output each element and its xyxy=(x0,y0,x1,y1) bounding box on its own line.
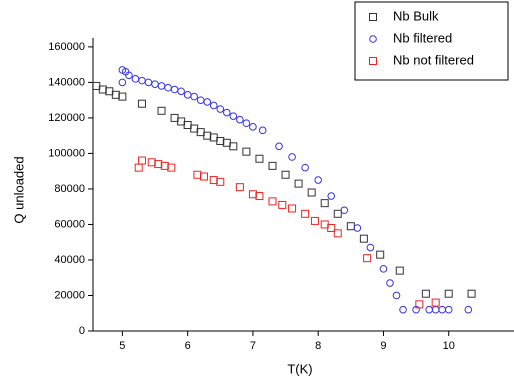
y-tick-label: 40000 xyxy=(54,254,85,266)
point xyxy=(281,170,290,179)
point xyxy=(209,101,218,110)
y-tick-label: 100000 xyxy=(48,147,85,159)
y-tick-label: 20000 xyxy=(54,289,85,301)
point xyxy=(275,142,283,151)
point xyxy=(353,224,362,232)
x-tick-label: 7 xyxy=(250,340,256,352)
point xyxy=(118,92,127,101)
point xyxy=(366,243,375,252)
point xyxy=(199,172,208,181)
point xyxy=(379,265,388,273)
point xyxy=(359,234,368,243)
legend-box xyxy=(354,1,509,81)
y-tick-label: 120000 xyxy=(48,112,85,124)
x-axis-label: T(K) xyxy=(287,361,312,376)
point xyxy=(395,266,404,275)
legend-label: Nb filtered xyxy=(393,30,452,45)
point xyxy=(431,298,440,307)
point xyxy=(294,179,303,188)
point xyxy=(327,192,336,200)
y-tick-label: 0 xyxy=(79,325,85,337)
point xyxy=(288,153,296,161)
point xyxy=(278,200,287,209)
point xyxy=(444,289,453,298)
point xyxy=(310,216,319,225)
point xyxy=(229,112,238,120)
y-tick-label: 160000 xyxy=(48,41,85,53)
point xyxy=(268,161,277,170)
point xyxy=(288,204,297,213)
point xyxy=(167,163,176,172)
point xyxy=(249,122,257,131)
point xyxy=(444,305,453,314)
point xyxy=(327,224,336,233)
point xyxy=(301,209,310,218)
point xyxy=(386,279,394,287)
point xyxy=(255,154,264,163)
point xyxy=(255,192,264,201)
point xyxy=(333,209,342,218)
point xyxy=(203,98,212,106)
point xyxy=(268,197,277,206)
point xyxy=(340,206,349,215)
x-tick-label: 5 xyxy=(119,340,125,352)
point xyxy=(314,176,322,184)
x-tick-label: 10 xyxy=(443,340,455,352)
y-tick-label: 60000 xyxy=(54,218,85,230)
point xyxy=(242,119,251,128)
point xyxy=(307,188,316,197)
point xyxy=(190,92,198,101)
point xyxy=(125,71,133,80)
point xyxy=(464,305,473,314)
point xyxy=(235,183,244,192)
point xyxy=(137,156,146,165)
point xyxy=(363,254,372,263)
point xyxy=(301,163,309,172)
y-tick-label: 80000 xyxy=(54,183,85,195)
point xyxy=(216,105,225,113)
point xyxy=(177,87,185,96)
point xyxy=(392,291,401,300)
point xyxy=(320,199,329,208)
point xyxy=(467,289,476,298)
x-tick-label: 9 xyxy=(380,340,386,352)
x-tick-label: 6 xyxy=(185,340,191,352)
point xyxy=(137,99,146,108)
legend-label: Nb Bulk xyxy=(393,8,439,23)
y-axis-label: Q unloaded xyxy=(11,156,26,223)
point xyxy=(258,126,267,135)
point xyxy=(223,108,231,117)
point xyxy=(421,289,430,298)
legend-marker xyxy=(369,13,377,21)
point xyxy=(229,142,238,151)
point xyxy=(376,250,385,259)
point xyxy=(157,106,166,115)
point xyxy=(399,305,407,314)
point xyxy=(216,177,225,186)
x-tick-label: 8 xyxy=(315,340,321,352)
point xyxy=(118,78,127,87)
legend-label: Nb not filtered xyxy=(393,52,474,67)
y-tick-label: 140000 xyxy=(48,76,85,88)
point xyxy=(415,300,424,309)
point xyxy=(236,115,244,124)
legend-marker xyxy=(369,35,377,43)
point xyxy=(333,229,342,238)
legend-marker xyxy=(369,57,377,65)
point xyxy=(242,147,251,156)
